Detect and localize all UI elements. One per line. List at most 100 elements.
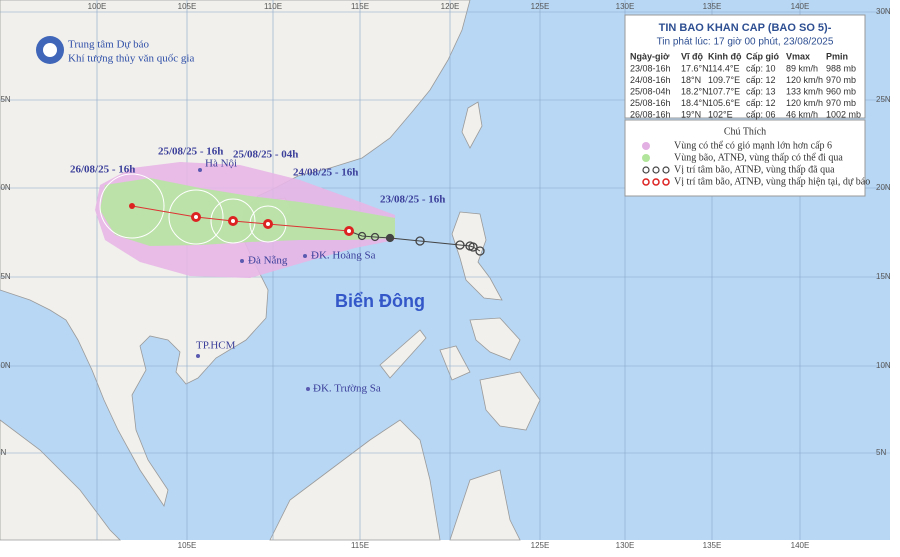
- grid-label: 15N: [0, 272, 11, 281]
- table-header: Cấp gió: [746, 51, 780, 61]
- grid-label: 125E: [531, 541, 550, 550]
- grid-label: 20N: [876, 183, 891, 192]
- grid-label: 135E: [703, 2, 722, 11]
- table-cell: 18°N: [681, 75, 701, 85]
- table-cell: 988 mb: [826, 63, 856, 73]
- legend-item: Vị trí tâm bão, ATNĐ, vùng thấp đã qua: [674, 164, 835, 175]
- table-cell: 23/08-16h: [630, 63, 671, 73]
- grid-label: 130E: [616, 541, 635, 550]
- table-cell: 109.7°E: [708, 75, 740, 85]
- table-header: Pmin: [826, 51, 848, 61]
- borneo: [269, 419, 521, 541]
- table-cell: 25/08-04h: [630, 86, 671, 96]
- table-cell: 120 km/h: [786, 75, 823, 85]
- legend-swatch: [642, 154, 650, 162]
- table-cell: 46 km/h: [786, 109, 818, 119]
- legend-item: Vùng có thể có gió mạnh lớn hơn cấp 6: [674, 140, 832, 151]
- legend-swatch: [642, 178, 670, 186]
- grid-label: 25N: [0, 95, 11, 104]
- grid-label: 120E: [441, 2, 460, 11]
- table-cell: 970 mb: [826, 75, 856, 85]
- grid-label: 105E: [178, 2, 197, 11]
- bulletin-title: TIN BAO KHAN CAP (BAO SO 5)-: [659, 22, 832, 34]
- grid-label: 105E: [178, 541, 197, 550]
- legend-title: Chú Thích: [724, 126, 766, 137]
- place-label: ĐK. Hoàng Sa: [311, 250, 376, 262]
- legend-swatch: [642, 166, 670, 174]
- track-label: 26/08/25 - 16h: [70, 164, 135, 176]
- grid-label: 115E: [351, 2, 369, 11]
- grid-label: 140E: [791, 541, 810, 550]
- table-header: Vĩ độ: [681, 51, 704, 61]
- place-label: Hà Nội: [205, 158, 237, 170]
- bulletin-box: [624, 14, 866, 119]
- table-cell: 102°E: [708, 109, 733, 119]
- grid-label: 110E: [264, 2, 282, 11]
- table-cell: 17.6°N: [681, 63, 709, 73]
- table-header: Vmax: [786, 51, 810, 61]
- legend-swatch: [642, 142, 650, 150]
- grid-label: 5N: [0, 448, 6, 457]
- place-label: ĐK. Trường Sa: [313, 383, 381, 395]
- place-dots: [196, 168, 310, 391]
- legend-item: Vùng bão, ATNĐ, vùng thấp có thể đi qua: [674, 152, 843, 163]
- grid-label: 115E: [351, 541, 369, 550]
- luzon: [451, 211, 503, 301]
- grid-label: 135E: [703, 541, 722, 550]
- table-cell: 114.4°E: [708, 63, 739, 73]
- table-cell: 120 km/h: [786, 98, 823, 108]
- grid-label: 100E: [88, 2, 107, 11]
- logo-icon-inner: [43, 43, 57, 57]
- logo-line: Trung tâm Dự báo: [68, 39, 150, 51]
- table-cell: 25/08-16h: [630, 98, 671, 108]
- table-cell: cấp: 10: [746, 63, 776, 73]
- grid-label: 125E: [531, 2, 550, 11]
- legend-item: Vị trí tâm bão, ATNĐ, vùng thấp hiện tại…: [674, 176, 870, 187]
- grid-label: 5N: [876, 448, 886, 457]
- grid-label: 10N: [876, 361, 891, 370]
- table-cell: 960 mb: [826, 86, 856, 96]
- table-cell: 18.2°N: [681, 86, 709, 96]
- track-label: 24/08/25 - 16h: [293, 167, 358, 179]
- track-label: 25/08/25 - 04h: [233, 149, 298, 161]
- table-cell: cấp: 12: [746, 98, 776, 108]
- grid-label: 140E: [791, 2, 810, 11]
- table-header: Kinh độ: [708, 51, 742, 61]
- grid-label: 25N: [876, 95, 891, 104]
- legend-box: [624, 119, 866, 197]
- philippines-south: [379, 317, 541, 431]
- grid-label: 20N: [0, 183, 11, 192]
- table-cell: 89 km/h: [786, 63, 818, 73]
- track-label: 25/08/25 - 16h: [158, 146, 223, 158]
- bulletin-issued: Tin phát lúc: 17 giờ 00 phút, 23/08/2025: [657, 37, 834, 48]
- place-label: Đà Nẵng: [248, 255, 288, 267]
- logo-line: Khí tượng thủy văn quốc gia: [68, 53, 194, 65]
- table-cell: 970 mb: [826, 98, 856, 108]
- table-cell: 18.4°N: [681, 98, 709, 108]
- table-cell: 105.6°E: [708, 98, 740, 108]
- track-label: 23/08/25 - 16h: [380, 194, 445, 206]
- uncertainty-circles: [99, 173, 287, 245]
- table-cell: 24/08-16h: [630, 75, 671, 85]
- table-cell: 1002 mb: [826, 109, 861, 119]
- grid-label: 130E: [616, 2, 635, 11]
- place-label: TP.HCM: [196, 340, 236, 352]
- sea-label: Biển Đông: [335, 291, 425, 311]
- table-cell: 19°N: [681, 109, 701, 119]
- table-cell: cấp: 13: [746, 86, 776, 96]
- taiwan: [461, 101, 483, 149]
- table-header: Ngày-giờ: [630, 51, 670, 61]
- grid-label: 30N: [876, 7, 891, 16]
- table-cell: 133 km/h: [786, 86, 823, 96]
- forecast-positions: [129, 203, 354, 236]
- table-cell: cấp: 12: [746, 75, 776, 85]
- sumatra: [0, 419, 121, 541]
- table-cell: 26/08-16h: [630, 109, 671, 119]
- grid-label: 15N: [876, 272, 891, 281]
- past-positions: [357, 231, 485, 256]
- table-cell: 107.7°E: [708, 86, 740, 96]
- past-track: [348, 230, 481, 252]
- table-cell: cấp: 06: [746, 109, 776, 119]
- grid-label: 10N: [0, 361, 11, 370]
